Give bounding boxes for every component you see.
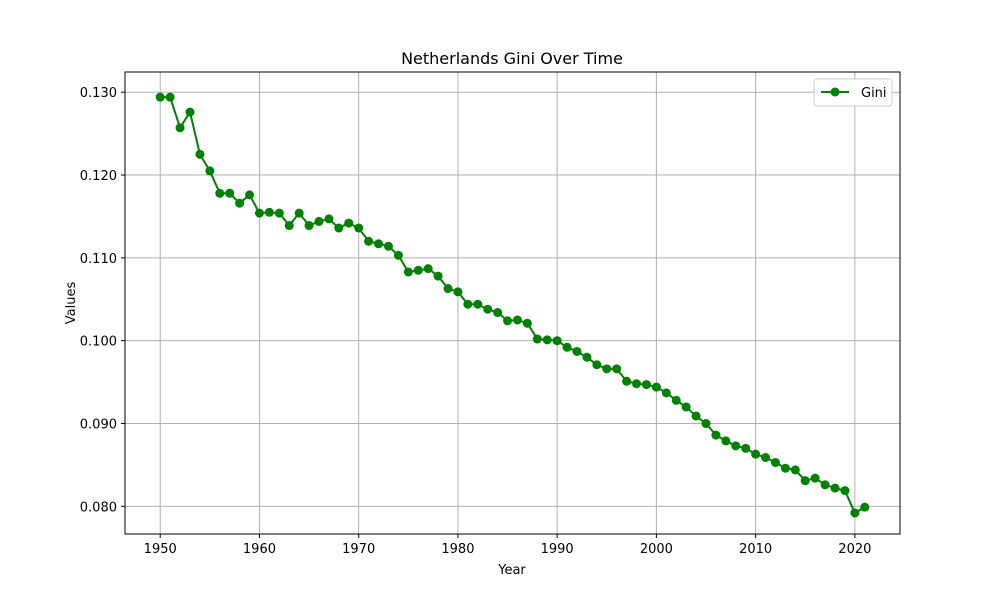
data-point [770,457,780,467]
data-point [344,218,354,228]
data-point [195,149,205,159]
x-tick-label: 2010 [739,542,772,557]
data-point [810,473,820,483]
data-point [761,452,771,462]
data-point [701,419,711,429]
data-point [850,508,860,518]
data-point [830,483,840,493]
data-point [840,486,850,496]
data-point [473,299,483,309]
data-point [632,379,642,389]
data-point [612,364,622,374]
data-point [820,480,830,490]
data-point [641,380,651,390]
x-tick-label: 1960 [243,542,276,557]
data-point [741,443,751,453]
data-point [423,264,433,274]
data-point [800,476,810,486]
data-point [314,216,324,226]
x-tick-label: 1990 [541,542,574,557]
axis-ticks: 1950 1960 1970 1980 1990 2000 2010 2020 0.080 0.0… [80,86,872,557]
x-axis-label: Year [497,563,526,578]
data-point [522,318,532,328]
data-point [254,208,264,218]
x-tick-label: 1980 [441,542,474,557]
data-point [592,360,602,370]
x-tick-label: 2020 [838,542,871,557]
data-point [780,463,790,473]
legend-box [813,78,893,107]
legend-marker-gini [830,87,840,97]
y-tick-label: 0.100 [80,335,117,350]
data-point [681,402,691,412]
y-tick-label: 0.090 [80,418,117,433]
y-tick-label: 0.110 [80,252,117,267]
data-point [155,92,165,102]
series-layer [155,92,870,518]
chart-title: Netherlands Gini Over Time [401,49,623,68]
legend: Gini [813,78,893,107]
data-point [790,465,800,475]
data-point [661,388,671,398]
data-point [711,430,721,440]
data-point [175,123,185,133]
data-point [364,236,374,246]
data-point [463,299,473,309]
data-point [304,221,314,231]
data-point [691,411,701,421]
data-point [542,335,552,345]
data-point [453,287,463,297]
plot-area-frame [124,71,901,535]
data-point [572,346,582,356]
data-point [860,502,870,512]
data-point [671,395,681,405]
y-tick-label: 0.080 [80,500,117,515]
data-point [433,271,443,281]
data-point [215,188,225,198]
data-point [443,284,453,294]
legend-label-gini: Gini [861,86,887,101]
x-tick-label: 1970 [342,542,375,557]
data-point [582,352,592,362]
data-point [651,382,661,392]
y-tick-label: 0.120 [80,169,117,184]
data-point [294,208,304,218]
y-axis-label: Values [64,282,79,325]
data-point [165,92,175,102]
data-point [185,107,195,117]
data-point [245,190,255,200]
data-point [205,166,215,176]
data-point [383,241,393,251]
data-point [552,336,562,346]
data-point [751,449,761,459]
data-point [413,265,423,275]
data-point [235,198,245,208]
data-point [284,221,294,231]
x-tick-label: 1950 [144,542,177,557]
data-point [274,208,284,218]
data-point [334,223,344,233]
data-point [512,315,522,325]
data-point [403,267,413,277]
data-point [503,316,513,326]
data-point [602,364,612,374]
data-point [324,214,334,224]
data-point [374,239,384,249]
y-tick-label: 0.130 [80,86,117,101]
data-point [354,223,364,233]
x-tick-label: 2000 [640,542,673,557]
data-point [393,250,403,260]
grid-lines [125,72,900,534]
data-point [483,304,493,314]
data-point [622,376,632,386]
data-point [532,334,542,344]
data-point [493,308,503,318]
data-point [562,342,572,352]
data-point [731,441,741,451]
data-point [264,207,274,217]
data-point [721,436,731,446]
data-point [225,188,235,198]
